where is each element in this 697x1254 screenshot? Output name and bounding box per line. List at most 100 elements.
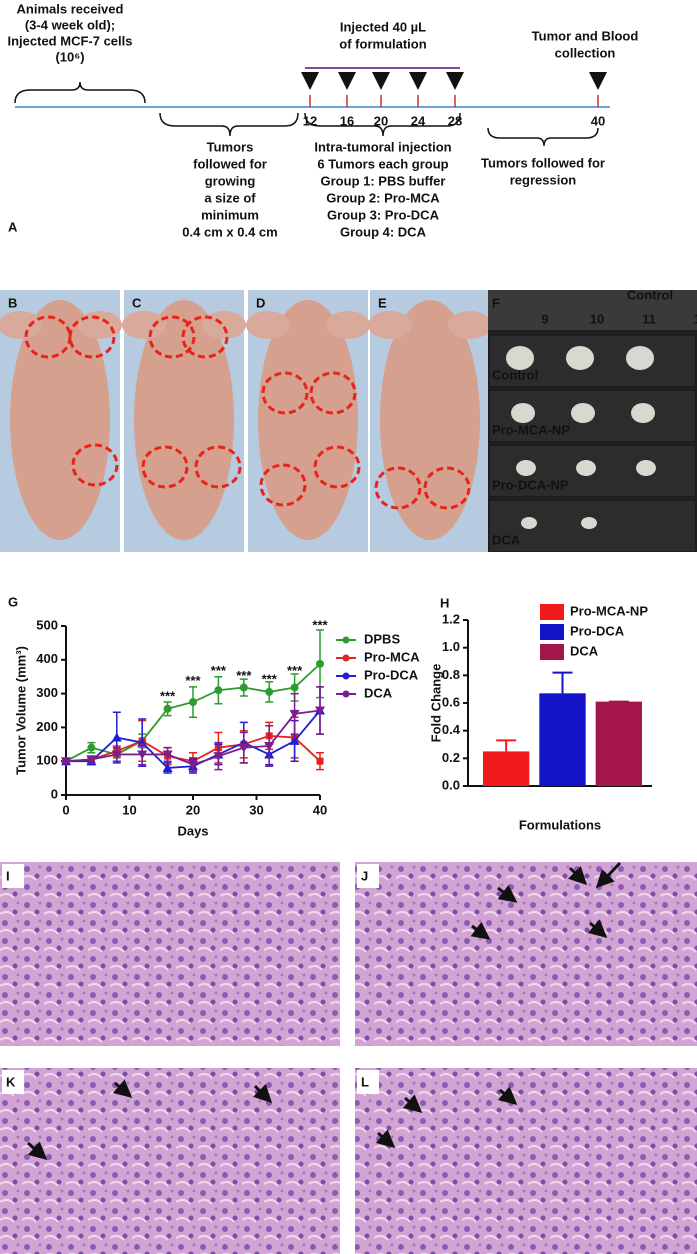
- panel-label: B: [8, 295, 17, 310]
- panel-label: I: [6, 868, 10, 883]
- y-axis-title: Tumor Volume (mm³): [13, 646, 28, 775]
- histology-image: [355, 862, 697, 1046]
- marker: [316, 757, 324, 765]
- marker: [239, 683, 248, 692]
- marker: [316, 659, 324, 668]
- label-line: Injected MCF-7 cells: [8, 33, 133, 48]
- tumor-circle: [259, 463, 307, 507]
- panel-label: E: [378, 295, 387, 310]
- marker: [214, 686, 223, 695]
- arrow: [253, 1084, 273, 1104]
- mouse-body: [134, 300, 234, 540]
- panel-label: H: [440, 595, 449, 610]
- mouse-photo: C: [122, 290, 246, 552]
- tumor-circle: [68, 315, 116, 359]
- error-bar: [496, 739, 517, 752]
- label-line: minimum: [201, 207, 259, 222]
- ruler-mark: 11: [642, 311, 656, 326]
- marker: [289, 735, 300, 745]
- label-line: 0.4 cm x 0.4 cm: [182, 224, 277, 239]
- marker: [87, 743, 96, 752]
- legend-swatch: [540, 604, 564, 620]
- tumor-circle: [141, 445, 189, 489]
- y-tick-label: 0: [51, 786, 58, 801]
- tumor: [511, 403, 535, 423]
- x-tick-label: 0: [62, 802, 69, 817]
- label-line: a size of: [204, 190, 256, 205]
- bar: [595, 701, 642, 786]
- significance: ***: [211, 663, 227, 678]
- marker: [264, 741, 275, 751]
- tumor: [521, 517, 537, 529]
- row-label: DCA: [492, 532, 521, 547]
- panel-label: D: [256, 295, 265, 310]
- brace: [159, 112, 299, 137]
- marker: [61, 757, 71, 767]
- panel-label: C: [132, 295, 142, 310]
- brace: [304, 112, 461, 137]
- panel-label: K: [6, 1074, 16, 1089]
- mouse-ear: [326, 311, 370, 339]
- panel-label: F: [492, 295, 500, 310]
- tumor: [506, 346, 534, 370]
- tumor-circle: [181, 315, 229, 359]
- marker: [213, 752, 224, 762]
- y-tick-label: 0.0: [442, 777, 460, 792]
- label-line: Group 3: Pro-DCA: [327, 207, 440, 222]
- tumor-circle: [261, 371, 309, 415]
- mouse-ear: [246, 311, 290, 339]
- y-tick-label: 0.2: [442, 750, 460, 765]
- mouse-ear: [448, 311, 492, 339]
- label-line: regression: [510, 172, 577, 187]
- timeline: [14, 67, 610, 147]
- label-line: Group 1: PBS buffer: [321, 173, 446, 188]
- legend-marker: [342, 654, 350, 662]
- tumor-circle: [148, 315, 196, 359]
- legend-marker: [342, 672, 350, 680]
- label-line: (10⁶): [55, 49, 84, 64]
- marker: [162, 750, 173, 760]
- arrow: [112, 1079, 133, 1098]
- marker: [163, 704, 172, 713]
- mouse-photo: B: [0, 290, 122, 552]
- tumor: [576, 460, 596, 476]
- day-label: 20: [374, 113, 388, 128]
- ruler-mark: 9: [541, 311, 548, 326]
- brace: [14, 81, 146, 104]
- x-tick-label: 10: [122, 802, 136, 817]
- ruler-mark: 12: [694, 311, 697, 326]
- row-label: Control: [492, 367, 538, 382]
- marker: [188, 760, 198, 770]
- marker: [111, 732, 122, 742]
- tumor-circle: [423, 466, 471, 510]
- label-line: Group 4: DCA: [340, 224, 427, 239]
- legend-label: DCA: [570, 643, 599, 658]
- label-line: Tumors: [207, 139, 254, 154]
- tumor-circle: [24, 315, 72, 359]
- panel-label-bg: [2, 864, 24, 888]
- day-label: 40: [591, 113, 605, 128]
- y-axis-title: Fold Change: [428, 664, 443, 743]
- label-line: growing: [205, 173, 256, 188]
- tumor-circle: [71, 443, 119, 487]
- label-line: collection: [555, 45, 616, 60]
- arrow: [587, 919, 608, 938]
- y-tick-label: 0.8: [442, 667, 460, 682]
- x-axis-title: Formulations: [519, 817, 601, 832]
- tumor: [516, 460, 536, 476]
- marker: [189, 698, 197, 707]
- significance: ***: [160, 688, 176, 703]
- legend-marker: [342, 636, 350, 644]
- panel-label-bg: [2, 1070, 24, 1094]
- y-tick-label: 500: [36, 617, 58, 632]
- row-label: Pro-DCA-NP: [492, 477, 569, 492]
- marker: [290, 683, 299, 692]
- y-tick-label: 1.2: [442, 611, 460, 626]
- marker: [111, 750, 122, 760]
- significance: ***: [287, 663, 303, 678]
- legend-label: DCA: [364, 685, 393, 700]
- y-tick-label: 200: [36, 719, 58, 734]
- arrow: [497, 884, 518, 903]
- label-line: 6 Tumors each group: [317, 156, 448, 171]
- bar: [483, 751, 530, 786]
